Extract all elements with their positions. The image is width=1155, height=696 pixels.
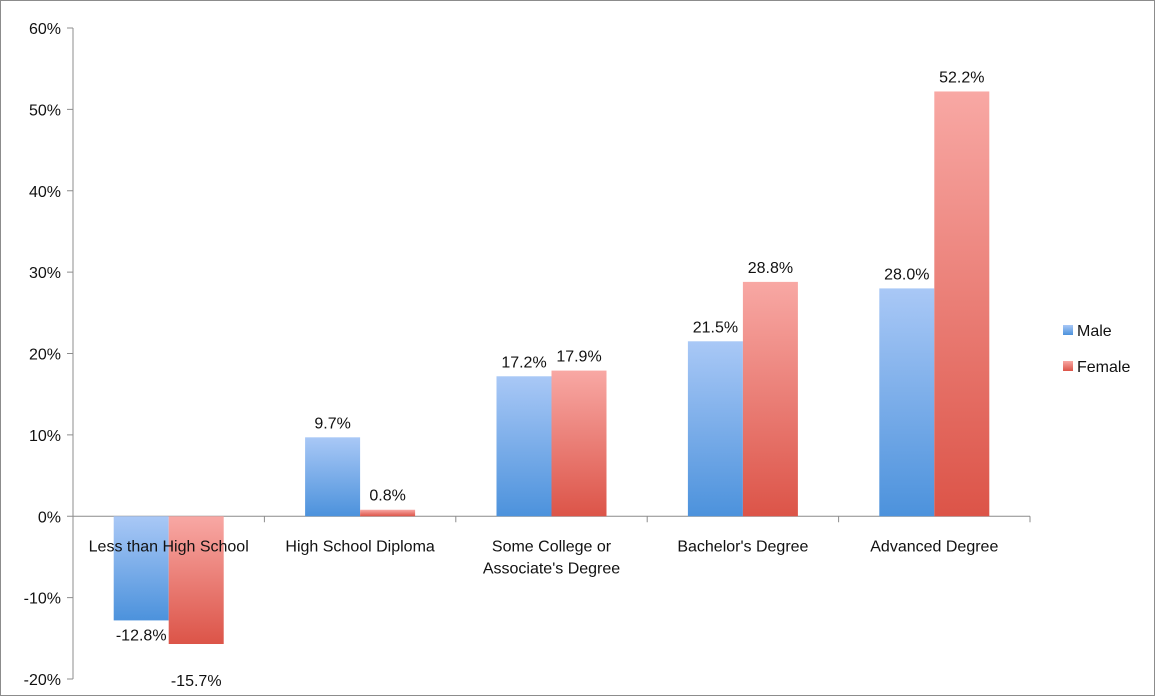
data-label: 28.8% [748, 260, 793, 277]
bar-female [360, 509, 416, 517]
legend-swatch [1063, 325, 1073, 335]
y-tick-label: 30% [29, 265, 61, 282]
legend-swatch [1063, 361, 1073, 371]
data-label: -12.8% [116, 627, 167, 644]
category-label: Advanced Degree [870, 538, 998, 555]
y-tick-label: 20% [29, 347, 61, 364]
data-label: 17.2% [501, 354, 546, 371]
bar-male [687, 341, 743, 517]
y-tick-label: 10% [29, 428, 61, 445]
category-label: Some College or Associate's Degree [483, 538, 620, 577]
y-tick-label: 0% [38, 509, 61, 526]
y-tick-label: 60% [29, 21, 61, 38]
legend-label: Male [1077, 323, 1112, 340]
data-label: 52.2% [939, 69, 984, 86]
category-label: Bachelor's Degree [677, 538, 808, 555]
bar-female [168, 516, 224, 645]
data-label: 21.5% [693, 319, 738, 336]
y-tick-label: -10% [24, 591, 61, 608]
legend-label: Female [1077, 359, 1130, 376]
y-axis: -20% -10% 0% 10% 20% 30% 40% 50% 60% [24, 21, 74, 689]
y-tick-label: -20% [24, 672, 61, 689]
category-label: Less than High School [89, 538, 249, 555]
bar-male [305, 437, 361, 517]
data-label: -15.7% [171, 673, 222, 690]
bars [113, 91, 990, 645]
data-labels: -12.8% 9.7% 17.2% 21.5% 28.0% -15.7% 0.8% 17.9%… [116, 69, 985, 690]
legend: Male Female [1063, 323, 1130, 376]
bar-male [113, 516, 169, 621]
data-label: 28.0% [884, 266, 929, 283]
bar-male [879, 288, 935, 517]
data-label: 17.9% [556, 349, 601, 366]
bar-male [496, 376, 552, 517]
data-label: 9.7% [314, 415, 350, 432]
bar-female [742, 281, 798, 517]
category-labels: Less than High School High School Diploma… [89, 538, 999, 577]
y-tick-label: 40% [29, 184, 61, 201]
bar-female [551, 370, 607, 517]
y-tick-label: 50% [29, 102, 61, 119]
bar-female [934, 91, 990, 517]
category-label: High School Diploma [285, 538, 435, 555]
data-label: 0.8% [369, 488, 405, 505]
